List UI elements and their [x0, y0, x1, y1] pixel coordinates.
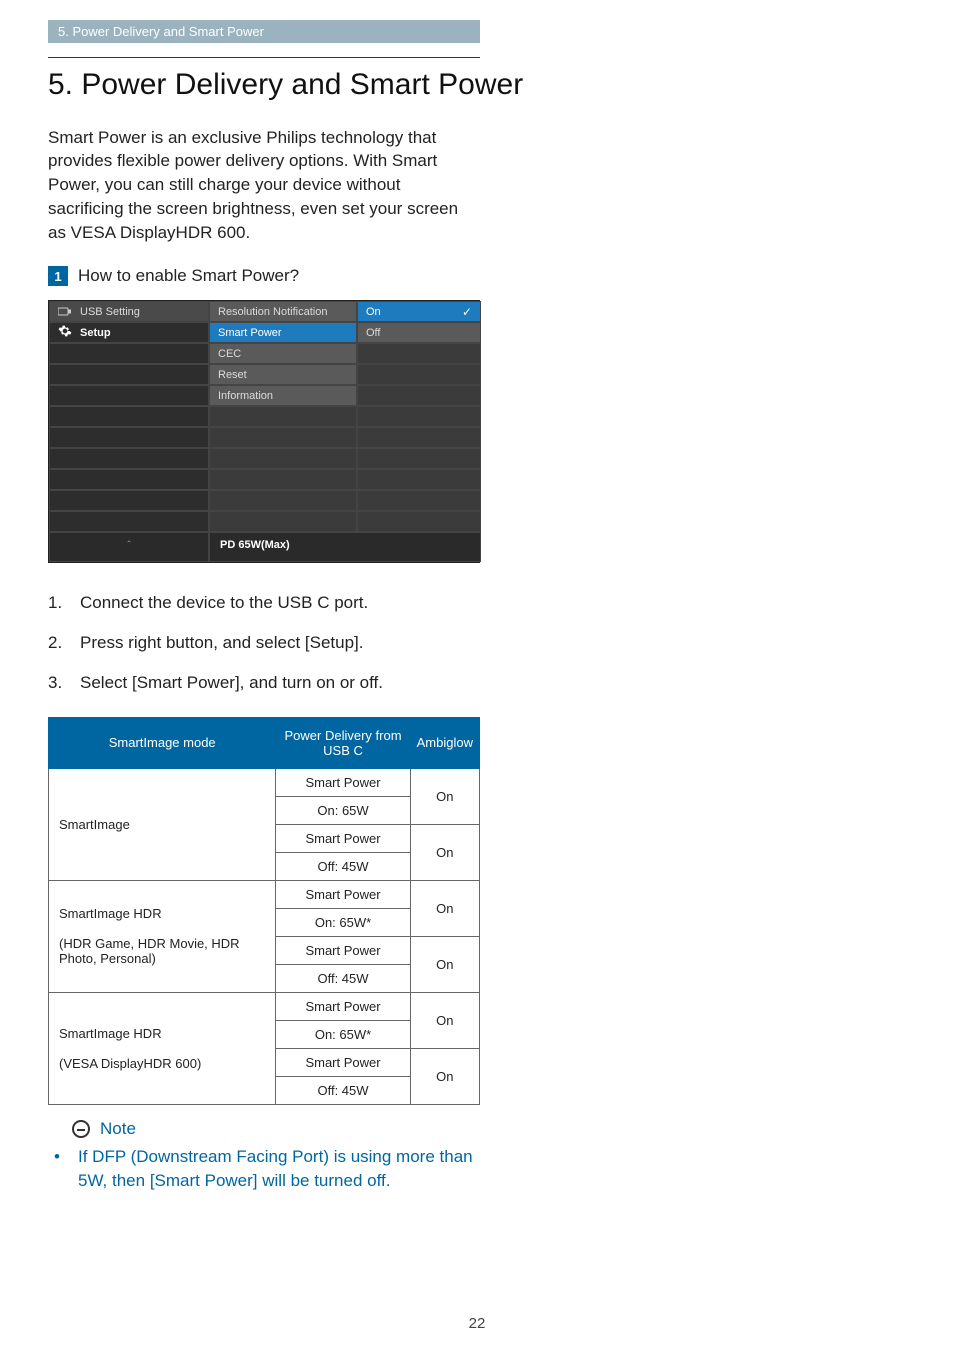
osd-value-active: On✓ — [357, 301, 481, 322]
osd-menu-item — [209, 406, 357, 427]
note-heading: Note — [72, 1119, 480, 1139]
step-item: Select [Smart Power], and turn on or off… — [48, 671, 480, 695]
step-item: Press right button, and select [Setup]. — [48, 631, 480, 655]
table-cell-pd: Off: 45W — [276, 964, 410, 992]
osd-side-label: Setup — [80, 327, 111, 339]
gear-icon — [58, 324, 80, 341]
osd-menu-item: Information — [209, 385, 357, 406]
note-icon — [72, 1120, 90, 1138]
th-ambiglow: Ambiglow — [410, 717, 479, 768]
osd-value — [357, 364, 481, 385]
osd-footer-text: PD 65W(Max) — [209, 532, 481, 562]
page-title: 5. Power Delivery and Smart Power — [48, 66, 906, 104]
step-heading: 1 How to enable Smart Power? — [48, 266, 480, 286]
osd-side-empty — [49, 490, 209, 511]
osd-side-label: USB Setting — [80, 306, 140, 318]
table-cell-pd: Off: 45W — [276, 1076, 410, 1104]
osd-value — [357, 343, 481, 364]
osd-side-empty — [49, 469, 209, 490]
osd-side-empty — [49, 511, 209, 532]
osd-side-empty — [49, 385, 209, 406]
table-cell-pd: Smart Power — [276, 936, 410, 964]
table-cell-mode: SmartImage — [49, 768, 276, 880]
table-cell-ambiglow: On — [410, 768, 479, 824]
page-number: 22 — [469, 1315, 486, 1332]
power-delivery-table: SmartImage mode Power Delivery from USB … — [48, 717, 480, 1105]
osd-side-empty — [49, 448, 209, 469]
osd-value — [357, 511, 481, 532]
table-cell-pd: On: 65W* — [276, 1020, 410, 1048]
osd-menu-item: Reset — [209, 364, 357, 385]
chevron-up-icon: ＾ — [49, 532, 209, 562]
osd-menu-item — [209, 448, 357, 469]
table-cell-ambiglow: On — [410, 992, 479, 1048]
osd-value: Off — [357, 322, 481, 343]
osd-menu-item — [209, 490, 357, 511]
table-cell-ambiglow: On — [410, 936, 479, 992]
usb-icon — [58, 306, 72, 317]
table-cell-ambiglow: On — [410, 880, 479, 936]
th-pd: Power Delivery from USB C — [276, 717, 410, 768]
osd-side-empty — [49, 427, 209, 448]
table-cell-pd: Smart Power — [276, 768, 410, 796]
table-cell-mode: SmartImage HDR (VESA DisplayHDR 600) — [49, 992, 276, 1104]
table-cell-ambiglow: On — [410, 824, 479, 880]
title-rule — [48, 57, 480, 58]
table-cell-pd: Smart Power — [276, 824, 410, 852]
step-heading-text: How to enable Smart Power? — [78, 266, 299, 286]
note-item: If DFP (Downstream Facing Port) is using… — [48, 1145, 480, 1193]
breadcrumb: 5. Power Delivery and Smart Power — [48, 20, 480, 43]
osd-side-setup: Setup — [49, 322, 209, 343]
osd-value — [357, 448, 481, 469]
osd-value — [357, 469, 481, 490]
osd-menu-item-active: Smart Power — [209, 322, 357, 343]
table-cell-mode: SmartImage HDR (HDR Game, HDR Movie, HDR… — [49, 880, 276, 992]
osd-menu-screenshot: USB Setting Resolution NotificationOn✓ Set… — [48, 300, 480, 563]
table-cell-ambiglow: On — [410, 1048, 479, 1104]
osd-menu-item: Resolution Notification — [209, 301, 357, 322]
table-cell-pd: On: 65W — [276, 796, 410, 824]
osd-value — [357, 427, 481, 448]
table-cell-pd: Smart Power — [276, 880, 410, 908]
table-cell-pd: Smart Power — [276, 1048, 410, 1076]
step-item: Connect the device to the USB C port. — [48, 591, 480, 615]
note-label: Note — [100, 1119, 136, 1139]
osd-side-empty — [49, 364, 209, 385]
step-number-badge: 1 — [48, 266, 68, 286]
check-icon: ✓ — [462, 305, 472, 319]
osd-side-empty — [49, 343, 209, 364]
table-cell-pd: On: 65W* — [276, 908, 410, 936]
table-cell-pd: Off: 45W — [276, 852, 410, 880]
osd-menu-item — [209, 427, 357, 448]
osd-value — [357, 406, 481, 427]
numbered-steps: Connect the device to the USB C port. Pre… — [48, 591, 480, 694]
osd-value — [357, 385, 481, 406]
note-list: If DFP (Downstream Facing Port) is using… — [48, 1145, 480, 1193]
intro-paragraph: Smart Power is an exclusive Philips tech… — [48, 126, 480, 245]
osd-side-usb: USB Setting — [49, 301, 209, 322]
osd-menu-item: CEC — [209, 343, 357, 364]
osd-menu-item — [209, 511, 357, 532]
osd-side-empty — [49, 406, 209, 427]
th-mode: SmartImage mode — [49, 717, 276, 768]
osd-value — [357, 490, 481, 511]
osd-menu-item — [209, 469, 357, 490]
table-cell-pd: Smart Power — [276, 992, 410, 1020]
